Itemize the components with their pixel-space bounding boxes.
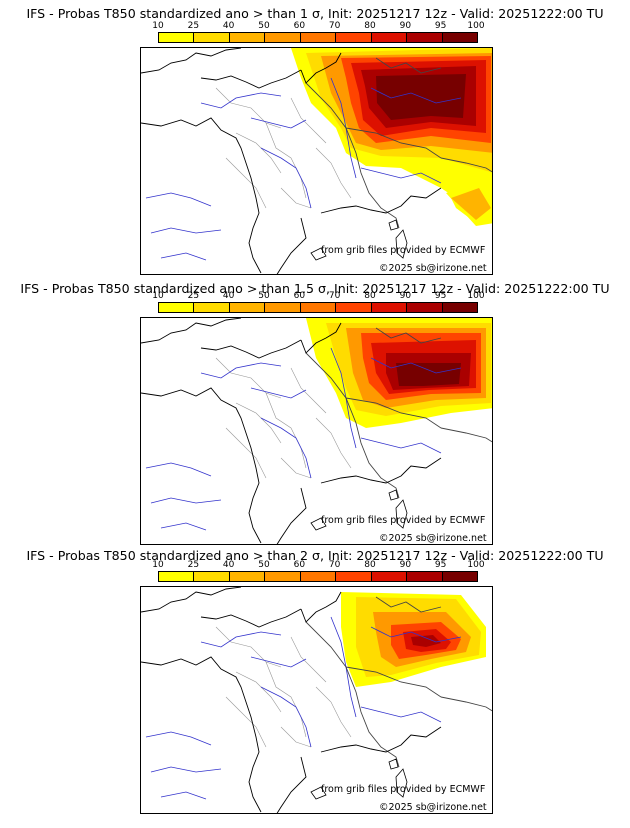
coastline — [141, 587, 442, 813]
islands — [310, 219, 408, 261]
colorbar-segment — [336, 303, 372, 312]
colorbar-tick-label: 25 — [187, 560, 200, 570]
colorbar-segment — [159, 572, 195, 581]
colorbar-tick-label: 10 — [152, 560, 164, 570]
panel-3-title: IFS - Probas T850 standardized ano > tha… — [26, 548, 604, 563]
colorbar-tick-label: 40 — [222, 560, 235, 570]
colorbar-tick-label: 70 — [328, 291, 341, 301]
probability-contour — [411, 635, 441, 647]
colorbar-tick-label: 70 — [328, 21, 341, 31]
country-border — [305, 327, 492, 499]
colorbar-segment — [442, 303, 477, 312]
colorbar-tick-label: 50 — [258, 560, 270, 570]
copyright-credit: ©2025 sb@irizone.net — [379, 533, 487, 544]
colorbar-segment — [300, 303, 337, 312]
colorbar-segment — [265, 572, 301, 581]
region-border — [215, 87, 352, 209]
colorbar-bar — [158, 571, 478, 582]
colorbar-segment — [229, 303, 266, 312]
colorbar-tick-label: 60 — [293, 291, 306, 301]
source-credit: from grib files provided by ECMWF — [321, 245, 486, 256]
map-canvas — [141, 318, 492, 544]
colorbar-segment — [407, 303, 443, 312]
colorbar-segment — [265, 303, 301, 312]
colorbar-tick-label: 80 — [364, 21, 376, 31]
coastline — [141, 318, 442, 544]
colorbar-segment — [300, 572, 337, 581]
colorbar-segment — [371, 303, 408, 312]
colorbar-tick-label: 95 — [434, 560, 447, 570]
colorbar-tick-label: 40 — [222, 21, 235, 31]
colorbar-tick-label: 10 — [152, 21, 164, 31]
colorbar-tick-label: 60 — [293, 21, 306, 31]
colorbar-segment — [407, 33, 443, 42]
panel-2-title: IFS - Probas T850 standardized ano > tha… — [20, 281, 610, 296]
region-border — [215, 626, 352, 748]
colorbar-tick-label: 100 — [467, 560, 485, 570]
colorbar-tick-label: 100 — [467, 291, 485, 301]
colorbar-segment — [265, 33, 301, 42]
map-canvas — [141, 48, 492, 274]
colorbar-tick-label: 60 — [293, 560, 306, 570]
probability-contour — [396, 363, 461, 386]
colorbar-segment — [300, 33, 337, 42]
country-border — [305, 596, 492, 768]
colorbar-segment — [229, 572, 266, 581]
colorbar-tick-label: 25 — [187, 21, 200, 31]
colorbar-segment — [336, 572, 372, 581]
country-border — [305, 57, 492, 229]
colorbar-segment — [442, 572, 477, 581]
panel-3-map: from grib files provided by ECMWF ©2025 s… — [140, 586, 493, 814]
colorbar-segment — [159, 33, 195, 42]
colorbar-segment — [336, 33, 372, 42]
colorbar-segment — [407, 572, 443, 581]
colorbar-segment — [194, 33, 230, 42]
colorbar-tick-label: 10 — [152, 291, 164, 301]
colorbar-tick-label: 100 — [467, 21, 485, 31]
map-canvas — [141, 587, 492, 813]
colorbar-tick-label: 50 — [258, 21, 270, 31]
copyright-credit: ©2025 sb@irizone.net — [379, 802, 487, 813]
region-border — [215, 357, 352, 479]
panel-1-map: from grib files provided by ECMWF ©2025 s… — [140, 47, 493, 275]
source-credit: from grib files provided by ECMWF — [321, 515, 486, 526]
colorbar-tick-label: 70 — [328, 560, 341, 570]
colorbar-segment — [159, 303, 195, 312]
coastline — [141, 48, 442, 274]
colorbar-segment — [229, 33, 266, 42]
colorbar-segment — [194, 572, 230, 581]
colorbar-segment — [371, 572, 408, 581]
colorbar-segment — [194, 303, 230, 312]
colorbar-segment — [371, 33, 408, 42]
colorbar-bar — [158, 302, 478, 313]
islands — [310, 489, 408, 531]
probability-contour — [451, 188, 491, 220]
colorbar-tick-label: 95 — [434, 291, 447, 301]
panel-1-title: IFS - Probas T850 standardized ano > tha… — [26, 6, 604, 21]
colorbar-segment — [442, 33, 477, 42]
colorbar-tick-label: 80 — [364, 291, 376, 301]
colorbar-tick-label: 90 — [399, 560, 412, 570]
colorbar-tick-label: 95 — [434, 21, 447, 31]
panel-2-map: from grib files provided by ECMWF ©2025 s… — [140, 317, 493, 545]
colorbar-tick-label: 90 — [399, 21, 412, 31]
colorbar-tick-label: 40 — [222, 291, 235, 301]
colorbar-tick-label: 50 — [258, 291, 270, 301]
islands — [310, 758, 408, 800]
colorbar-tick-label: 90 — [399, 291, 412, 301]
source-credit: from grib files provided by ECMWF — [321, 784, 486, 795]
colorbar-tick-label: 80 — [364, 560, 376, 570]
colorbar-tick-label: 25 — [187, 291, 200, 301]
copyright-credit: ©2025 sb@irizone.net — [379, 263, 487, 274]
colorbar-bar — [158, 32, 478, 43]
